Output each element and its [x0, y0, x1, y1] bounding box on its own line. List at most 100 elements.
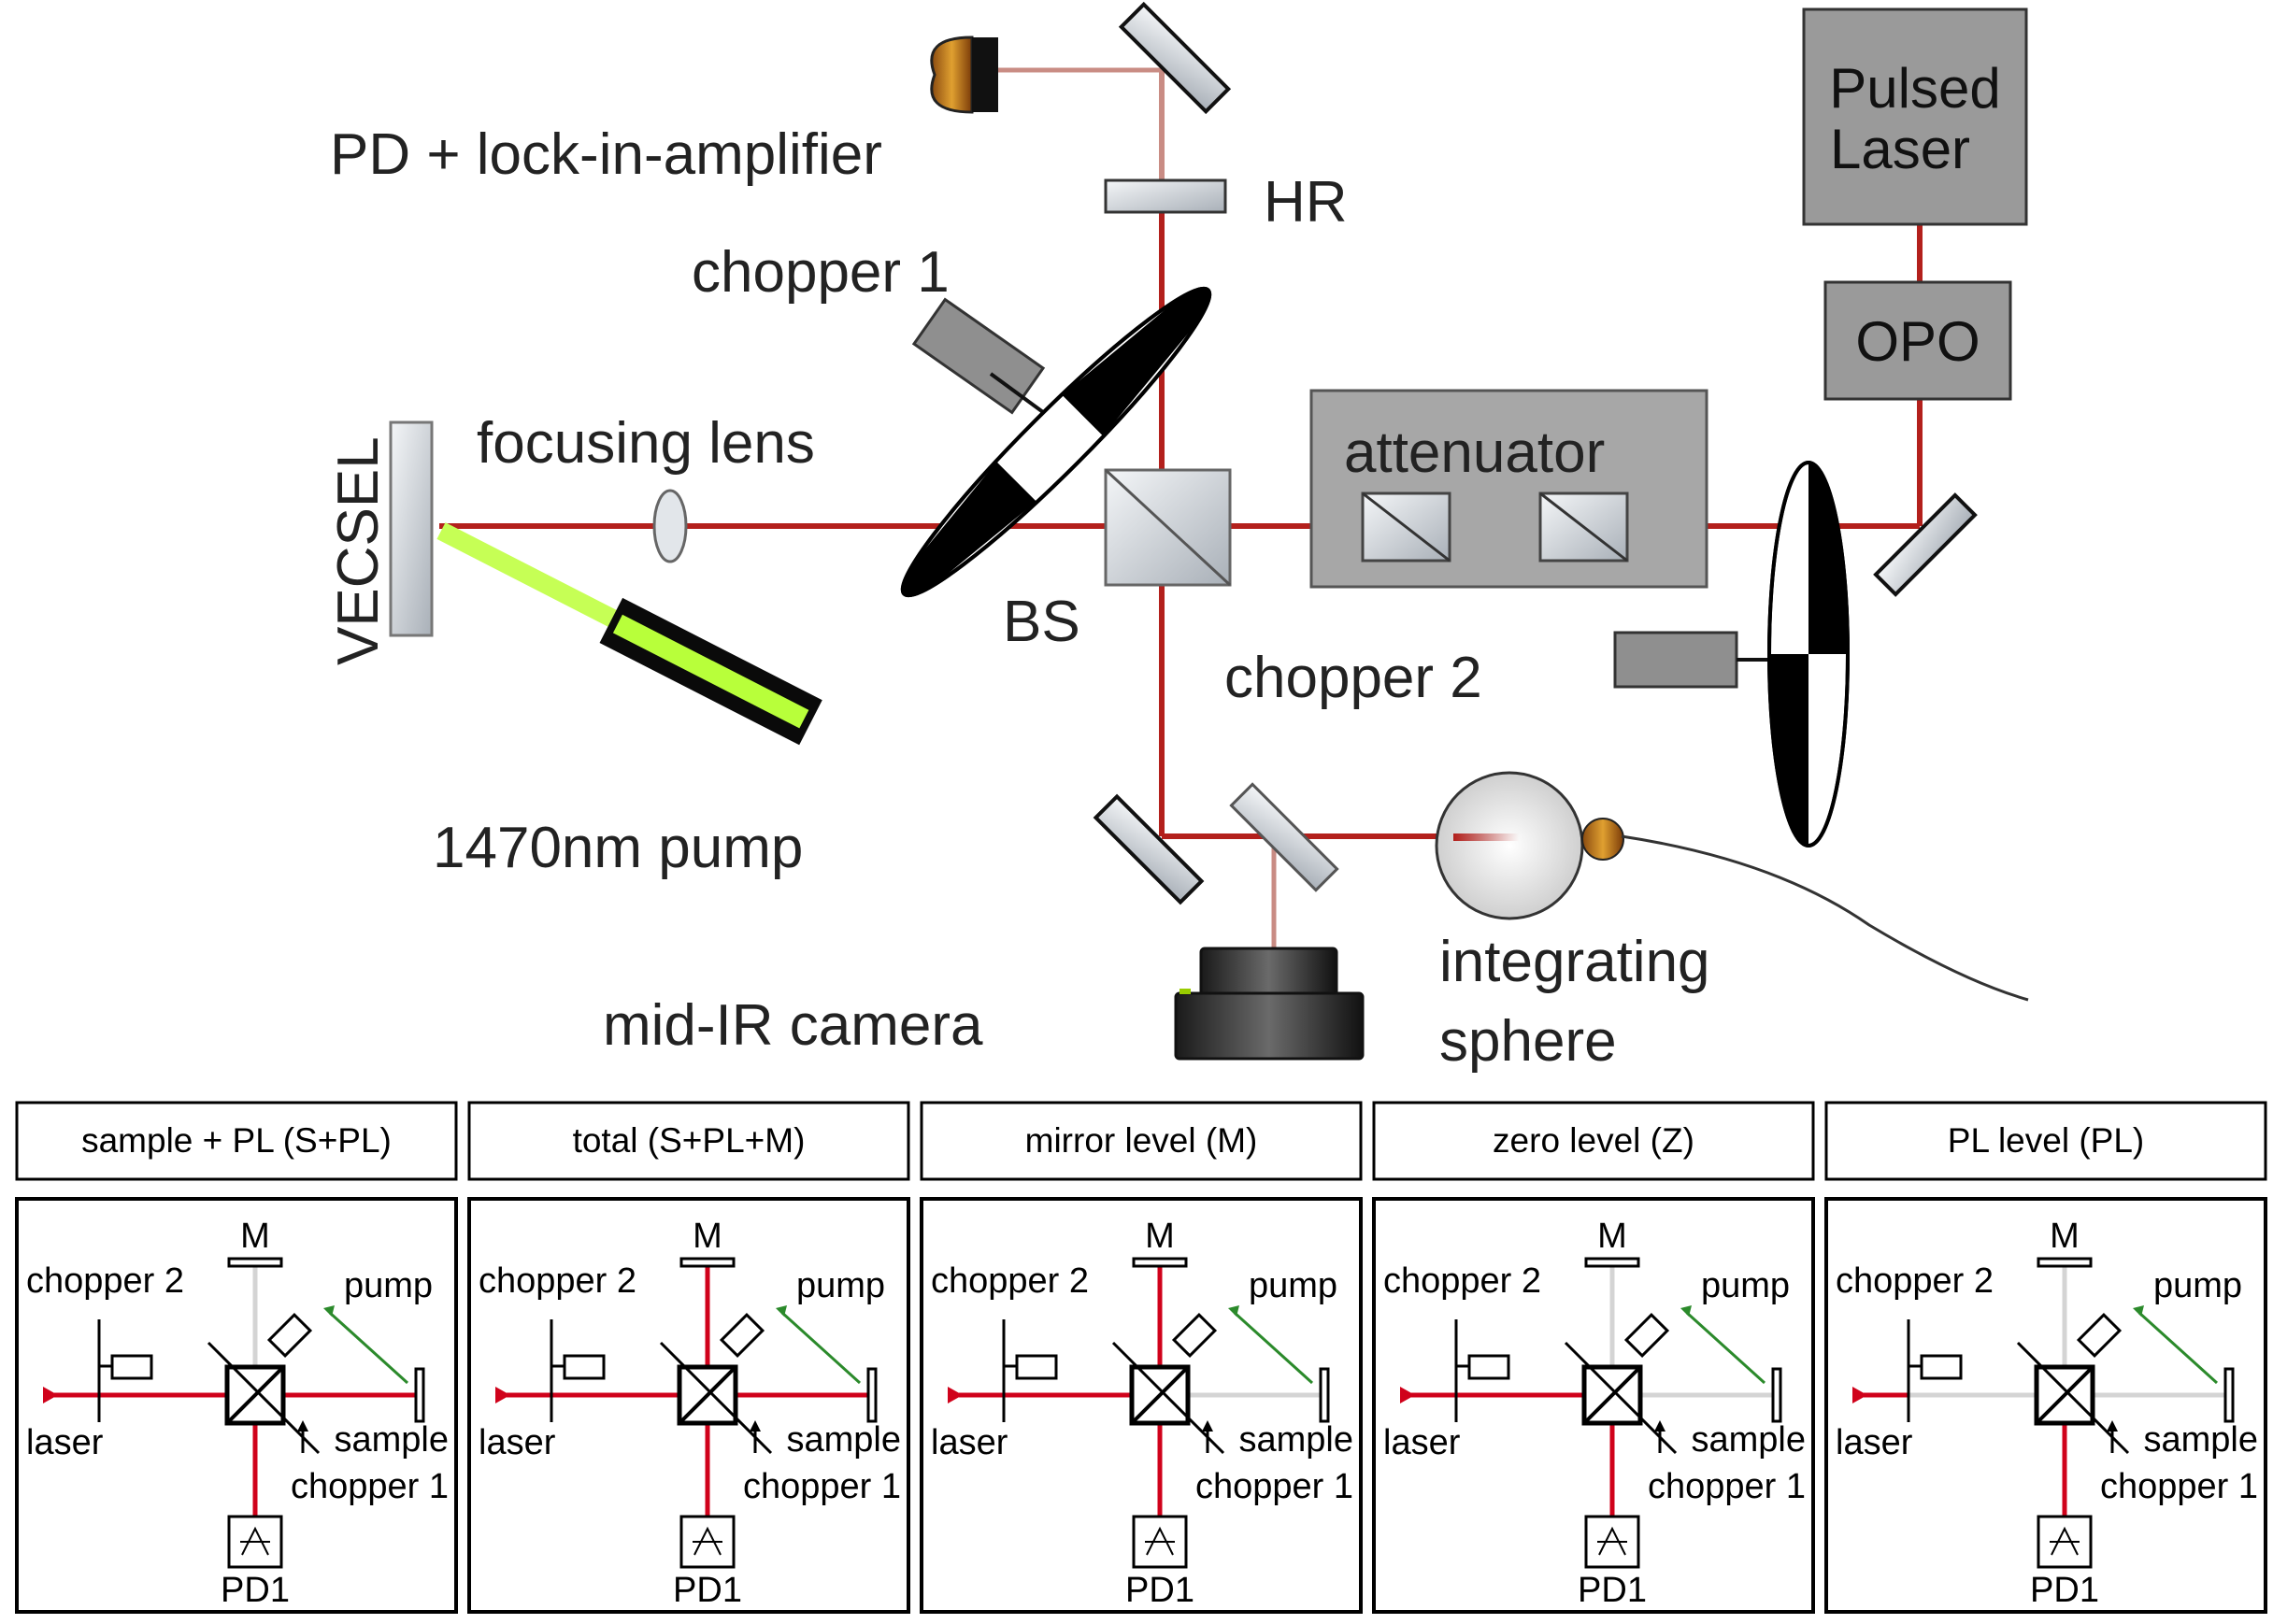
- panel-chopper-1-motor: [2076, 1312, 2123, 1359]
- pump-beam: [328, 1311, 409, 1385]
- label-pd1: PD1: [1125, 1571, 1194, 1610]
- panel-chopper-1-motor: [266, 1312, 313, 1359]
- label-sample: sample: [2144, 1420, 2259, 1460]
- label-pump: pump: [1701, 1266, 1790, 1305]
- label-sample: sample: [335, 1420, 450, 1460]
- panel-sample: [1771, 1367, 1782, 1423]
- attenuator-label: attenuator: [1344, 420, 1605, 485]
- config-header-box: [1372, 1101, 1815, 1181]
- panel-chopper-1-motor: [1623, 1312, 1670, 1359]
- panel-chopper-2-motor: [1920, 1354, 1963, 1380]
- fold-mirror-top: [1118, 1, 1232, 115]
- panel-chopper-2-motor: [1015, 1354, 1058, 1380]
- laser-arrow: [1400, 1387, 1415, 1403]
- label-laser: laser: [1383, 1423, 1461, 1462]
- mid-ir-camera: [1174, 947, 1365, 1061]
- label-m: M: [2050, 1217, 2080, 1256]
- panel-mirror-m: [679, 1257, 736, 1268]
- photodiode-icon: [1145, 1526, 1175, 1556]
- label-sample: sample: [1239, 1420, 1354, 1460]
- label-laser: laser: [26, 1423, 104, 1462]
- label-pump: pump: [344, 1266, 433, 1305]
- pulsed-laser-label-1: Pulsed: [1829, 57, 2000, 120]
- integrating-sphere: [1435, 771, 2029, 1002]
- config-header-box: [467, 1101, 910, 1181]
- config-title: mirror level (M): [1025, 1121, 1258, 1160]
- label-chopper-2: chopper 2: [931, 1261, 1089, 1301]
- label-chopper-1: chopper 1: [291, 1467, 449, 1506]
- laser-arrow: [43, 1387, 58, 1403]
- panel-mirror-m: [1132, 1257, 1188, 1268]
- config-panel: PL level (PL) M PD1 chopper 2 pump laser sampl…: [1824, 1101, 2267, 1614]
- config-title: sample + PL (S+PL): [81, 1121, 392, 1160]
- label-m: M: [1597, 1217, 1627, 1256]
- label-chopper-1: chopper 1: [2100, 1467, 2258, 1506]
- panel-chopper-1-motor: [719, 1312, 765, 1359]
- measurement-configs: sample + PL (S+PL) M PD1 chopper 2 pump laser…: [15, 1101, 2267, 1614]
- label-laser: laser: [931, 1423, 1008, 1462]
- label-laser: laser: [479, 1423, 556, 1462]
- label-sample: sample: [787, 1420, 902, 1460]
- laser-arrow: [495, 1387, 510, 1403]
- config-panel: total (S+PL+M) M PD1 chopper 2 pump laser samp…: [467, 1101, 910, 1614]
- focusing-lens: [652, 489, 688, 563]
- label-chopper-1: chopper 1: [1648, 1467, 1806, 1506]
- panel-sample: [414, 1367, 425, 1423]
- pulsed-laser-label-2: Laser: [1830, 118, 1970, 180]
- photodiode-icon: [1597, 1526, 1627, 1556]
- opo-box: [1823, 280, 2012, 401]
- panel-sample: [2223, 1367, 2235, 1423]
- config-header-box: [15, 1101, 458, 1181]
- pump-arrow: [776, 1305, 787, 1317]
- photodiode-icon: [693, 1526, 722, 1556]
- panel-mirror-m: [2037, 1257, 2093, 1268]
- config-panel: sample + PL (S+PL) M PD1 chopper 2 pump laser…: [15, 1101, 458, 1614]
- hr-label: HR: [1264, 170, 1348, 235]
- label-pump: pump: [1249, 1266, 1337, 1305]
- pump-beam: [2137, 1311, 2219, 1385]
- panel-mirror-m: [1584, 1257, 1640, 1268]
- panel-chopper-1-blade: [1564, 1341, 1678, 1455]
- bs-label: BS: [1003, 590, 1080, 654]
- label-chopper-2: chopper 2: [26, 1261, 184, 1301]
- label-sample: sample: [1692, 1420, 1807, 1460]
- panel-chopper-1-motor: [1171, 1312, 1218, 1359]
- label-chopper-2: chopper 2: [479, 1261, 636, 1301]
- label-pd1: PD1: [221, 1571, 290, 1610]
- vecsel-label: VECSEL: [326, 436, 391, 665]
- lock-in-detector: [930, 36, 998, 114]
- pump-beam: [1685, 1311, 1766, 1385]
- laser-arrow: [948, 1387, 963, 1403]
- panel-sample: [866, 1367, 878, 1423]
- panel-mirror-m: [227, 1257, 283, 1268]
- label-chopper-1: chopper 1: [1195, 1467, 1353, 1506]
- label-chopper-2: chopper 2: [1383, 1261, 1541, 1301]
- panel-chopper-2-motor: [110, 1354, 153, 1380]
- pump-beam: [1233, 1311, 1314, 1385]
- label-pump: pump: [796, 1266, 885, 1305]
- panel-chopper-2-motor: [563, 1354, 606, 1380]
- label-chopper-1: chopper 1: [743, 1467, 901, 1506]
- label-pd1: PD1: [1578, 1571, 1647, 1610]
- vecsel-mirror: [389, 420, 434, 637]
- chopper-1-label: chopper 1: [692, 240, 950, 305]
- pickoff-mirror: [1229, 782, 1339, 892]
- config-header-box: [1824, 1101, 2267, 1181]
- config-panel: zero level (Z) M PD1 chopper 2 pump laser samp…: [1372, 1101, 1815, 1614]
- beam-splitter: [1104, 468, 1232, 587]
- hr-mirror: [1104, 178, 1227, 214]
- config-title: PL level (PL): [1948, 1121, 2144, 1160]
- label-m: M: [240, 1217, 270, 1256]
- chopper-2: [1613, 461, 1850, 848]
- pump-beam: [780, 1311, 862, 1385]
- camera-label: mid-IR camera: [603, 993, 983, 1058]
- panel-chopper-1-blade: [659, 1341, 773, 1455]
- panel-sample: [1319, 1367, 1330, 1423]
- sphere-label-1: integrating: [1439, 930, 1710, 994]
- pulsed-laser-box: [1802, 7, 2028, 226]
- label-laser: laser: [1836, 1423, 1913, 1462]
- panel-pd1: [1584, 1515, 1640, 1569]
- label-m: M: [693, 1217, 722, 1256]
- fold-mirror-bottom: [1093, 793, 1205, 905]
